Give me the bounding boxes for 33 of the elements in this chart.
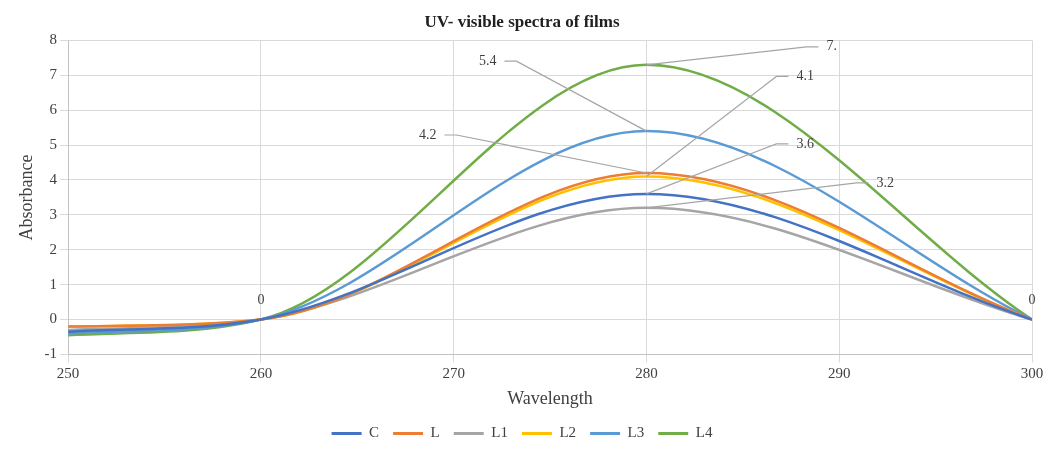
legend-label: C (369, 424, 380, 441)
data-label: 4.1 (796, 68, 814, 84)
y-tick-label: 6 (49, 101, 58, 118)
legend-label: L3 (627, 424, 645, 441)
y-tick-label: 5 (49, 136, 58, 152)
chart-title: UV- visible spectra of films (424, 11, 620, 31)
data-label: 3.6 (796, 135, 814, 151)
y-tick-label: 0 (49, 310, 58, 327)
y-tick-label: 1 (49, 275, 58, 292)
y-tick-label: -1 (44, 345, 58, 362)
data-label: 7. (826, 38, 837, 54)
data-label: 4.2 (418, 126, 437, 142)
legend-label: L2 (559, 424, 577, 441)
y-tick-label: 3 (49, 205, 58, 222)
legend-label: L4 (695, 424, 713, 441)
data-label: 0 (1028, 292, 1036, 308)
x-axis-title: Wavelength (507, 387, 593, 408)
data-label: 5.4 (478, 52, 497, 68)
legend-label: L (430, 424, 440, 441)
legend-label: L1 (491, 424, 508, 441)
x-tick-label: 300 (1020, 365, 1044, 382)
y-axis-title: Absorbance (15, 154, 36, 241)
data-label: 3.2 (876, 174, 894, 190)
x-tick-label: 280 (635, 365, 658, 382)
y-tick-label: 8 (49, 31, 58, 48)
y-tick-label: 4 (49, 170, 58, 187)
x-tick-label: 270 (442, 365, 465, 382)
data-label: 0 (257, 292, 265, 308)
x-tick-label: 290 (827, 365, 851, 382)
y-tick-label: 2 (49, 240, 58, 257)
x-tick-label: 250 (56, 365, 80, 382)
y-tick-label: 7 (49, 66, 58, 83)
x-tick-label: 260 (249, 365, 273, 382)
